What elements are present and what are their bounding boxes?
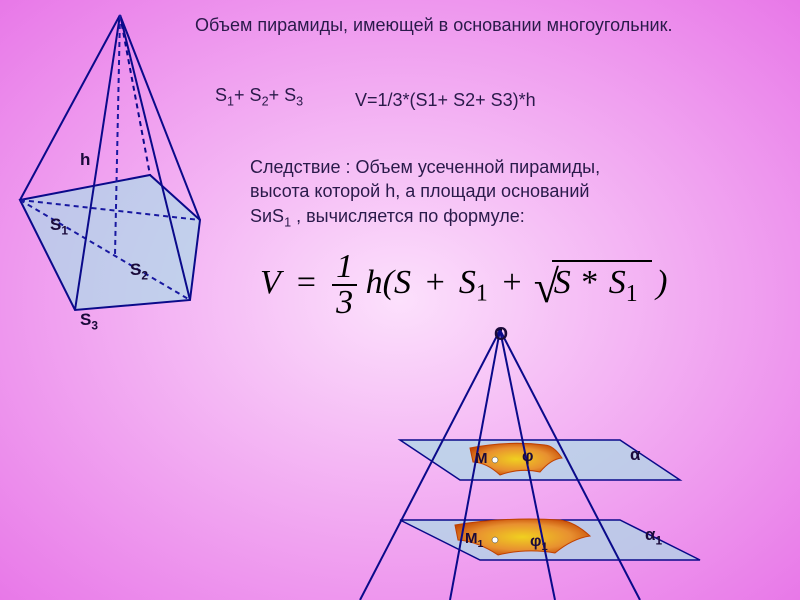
title-text: Объем пирамиды, имеющей в основании мног… — [195, 15, 675, 36]
label-m: M — [475, 450, 488, 467]
big-formula: V = 1 3 h(S + S1 + √ S * S1 ) — [260, 250, 667, 320]
label-alpha1: α1 — [645, 525, 662, 547]
label-s1: S1 — [50, 215, 68, 237]
label-phi1: φ1 — [530, 533, 548, 553]
label-s2: S2 — [130, 260, 148, 282]
sum-expression: S1+ S2+ S3 — [215, 85, 303, 109]
pyramid-left — [20, 15, 200, 310]
label-phi: φ — [522, 448, 533, 466]
corollary-text: Следствие : Объем усеченной пирамиды, вы… — [250, 155, 790, 231]
volume-formula-text: V=1/3*(S1+ S2+ S3)*h — [355, 90, 536, 111]
label-h: h — [80, 150, 90, 170]
label-s3: S3 — [80, 310, 98, 332]
label-m1: M1 — [465, 530, 483, 550]
label-o: O — [494, 324, 508, 345]
label-alpha: α — [630, 445, 640, 465]
